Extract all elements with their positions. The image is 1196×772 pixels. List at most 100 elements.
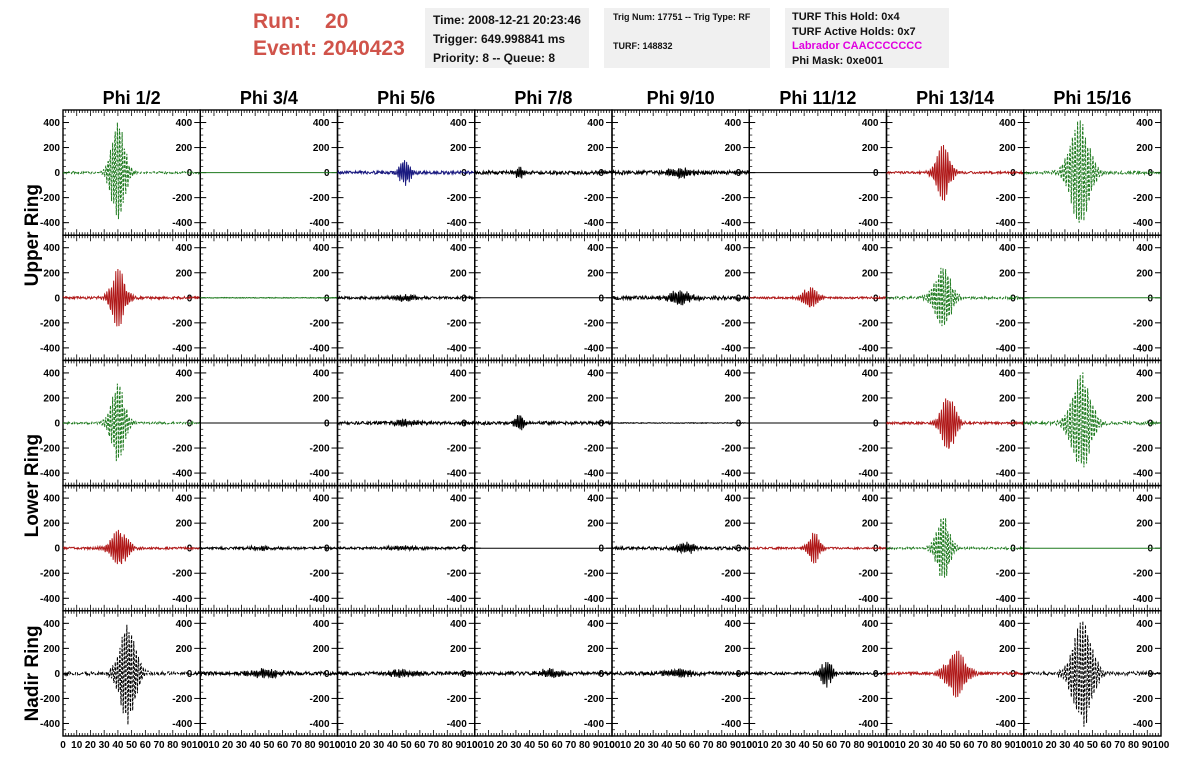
y-tick-label: -400 [447, 343, 467, 354]
y-tick-label: 200 [862, 644, 879, 655]
waveform-trace [63, 529, 201, 565]
y-tick-label: -400 [40, 594, 60, 605]
priority-text: Priority: 8 -- Queue: 8 [433, 51, 556, 65]
y-tick-label: -200 [40, 569, 60, 580]
x-tick-label: 50 [263, 740, 275, 751]
y-tick-label: -200 [584, 569, 604, 580]
panel-r4-c4: 400 200 0 -200 -400 [474, 484, 613, 612]
x-tick-label: 20 [85, 740, 97, 751]
x-tick-label: 50 [1087, 740, 1099, 751]
x-tick-label: 60 [1101, 740, 1113, 751]
labrador-text: Labrador CAACCCCCCC [792, 40, 923, 52]
y-tick-label: 200 [43, 644, 60, 655]
y-tick-label: -400 [996, 343, 1016, 354]
panel-r3-c1: 400 400 200 200 0 0 -200 -200 -400 -400 [40, 359, 201, 487]
y-tick-label: 200 [176, 268, 193, 279]
panel-r1-c6: 400 200 0 -200 -400 [748, 109, 888, 236]
y-tick-label: -200 [447, 444, 467, 455]
y-tick-label: 0 [1010, 419, 1016, 430]
x-tick-label: 60 [552, 740, 564, 751]
y-tick-label: -200 [172, 318, 192, 329]
x-tick-label: 50 [950, 740, 962, 751]
y-tick-label: 400 [313, 494, 330, 505]
y-tick-label: 400 [587, 243, 604, 254]
x-tick-label: 40 [250, 740, 262, 751]
x-tick-label: 70 [977, 740, 989, 751]
y-tick-label: -200 [721, 694, 741, 705]
panel-r3-c5: 400 200 0 -200 -400 [611, 359, 750, 487]
y-tick-label: 400 [313, 619, 330, 630]
y-tick-label: 200 [176, 393, 193, 404]
y-tick-label: 200 [725, 268, 742, 279]
y-tick-label: 0 [736, 168, 742, 179]
y-tick-label: 0 [598, 419, 604, 430]
trig-num-text: Trig Num: 17751 -- Trig Type: RF [613, 12, 751, 22]
y-tick-label: 400 [176, 494, 193, 505]
y-tick-label: 400 [999, 118, 1016, 129]
y-tick-label: 200 [43, 519, 60, 530]
x-tick-label: 10 [620, 740, 632, 751]
waveform-trace [886, 267, 1024, 327]
waveform-trace [886, 650, 1024, 698]
x-tick-label: 0 [1021, 740, 1027, 751]
turf-hold-box: TURF This Hold: 0x4 TURF Active Holds: 0… [785, 8, 949, 68]
x-tick-label: 0 [746, 740, 752, 751]
y-tick-label: 200 [43, 393, 60, 404]
y-tick-label: 200 [587, 143, 604, 154]
y-tick-label: -400 [309, 343, 329, 354]
y-tick-label: -200 [1133, 318, 1153, 329]
x-tick-label: 100 [878, 740, 895, 751]
panel-r1-c7: 400 200 0 -200 -400 [885, 109, 1025, 236]
y-tick-label: -400 [721, 469, 741, 480]
y-tick-label: 400 [450, 494, 467, 505]
y-tick-label: 400 [43, 118, 60, 129]
y-tick-label: 400 [999, 494, 1016, 505]
turf-text: TURF: 148832 [613, 41, 673, 51]
y-tick-label: 400 [450, 118, 467, 129]
y-tick-label: 200 [43, 143, 60, 154]
y-tick-label: 400 [587, 494, 604, 505]
y-tick-label: -200 [1133, 444, 1153, 455]
column-title-5: Phi 9/10 [647, 88, 715, 108]
panel-r2-c8: 400 200 0 -200 -400 [1023, 234, 1162, 362]
y-tick-label: 200 [450, 644, 467, 655]
y-tick-label: 400 [725, 619, 742, 630]
y-tick-label: 400 [313, 243, 330, 254]
x-tick-label: 80 [853, 740, 865, 751]
y-tick-label: -400 [309, 719, 329, 730]
y-tick-label: -400 [584, 594, 604, 605]
x-tick-label: 90 [318, 740, 330, 751]
x-tick-label: 90 [455, 740, 467, 751]
y-tick-label: 200 [999, 393, 1016, 404]
y-tick-label: -400 [1133, 218, 1153, 229]
x-tick-label: 100 [192, 740, 209, 751]
y-tick-label: 400 [999, 368, 1016, 379]
y-tick-label: -400 [172, 719, 192, 730]
y-tick-label: 400 [43, 243, 60, 254]
x-tick-label: 10 [208, 740, 220, 751]
waveform-trace [337, 544, 475, 552]
y-tick-label: 400 [587, 118, 604, 129]
x-tick-label: 90 [1142, 740, 1154, 751]
column-title-1: Phi 1/2 [103, 88, 161, 108]
y-tick-label: -200 [40, 318, 60, 329]
panel-r1-c2: 400 200 0 -200 -400 [199, 109, 339, 236]
y-tick-label: 200 [862, 519, 879, 530]
y-tick-label: 200 [862, 143, 879, 154]
panel-r4-c3: 400 200 0 -200 -400 [336, 484, 476, 612]
y-tick-label: 0 [1010, 669, 1016, 680]
x-tick-label: 60 [826, 740, 838, 751]
x-tick-label: 80 [442, 740, 454, 751]
x-tick-label: 30 [99, 740, 111, 751]
y-tick-label: 200 [999, 519, 1016, 530]
y-tick-label: -200 [584, 318, 604, 329]
y-tick-label: -400 [40, 343, 60, 354]
x-tick-label: 10 [483, 740, 495, 751]
x-tick-label: 40 [799, 740, 811, 751]
y-tick-label: 200 [43, 268, 60, 279]
x-tick-label: 10 [346, 740, 358, 751]
column-title-7: Phi 13/14 [916, 88, 994, 108]
